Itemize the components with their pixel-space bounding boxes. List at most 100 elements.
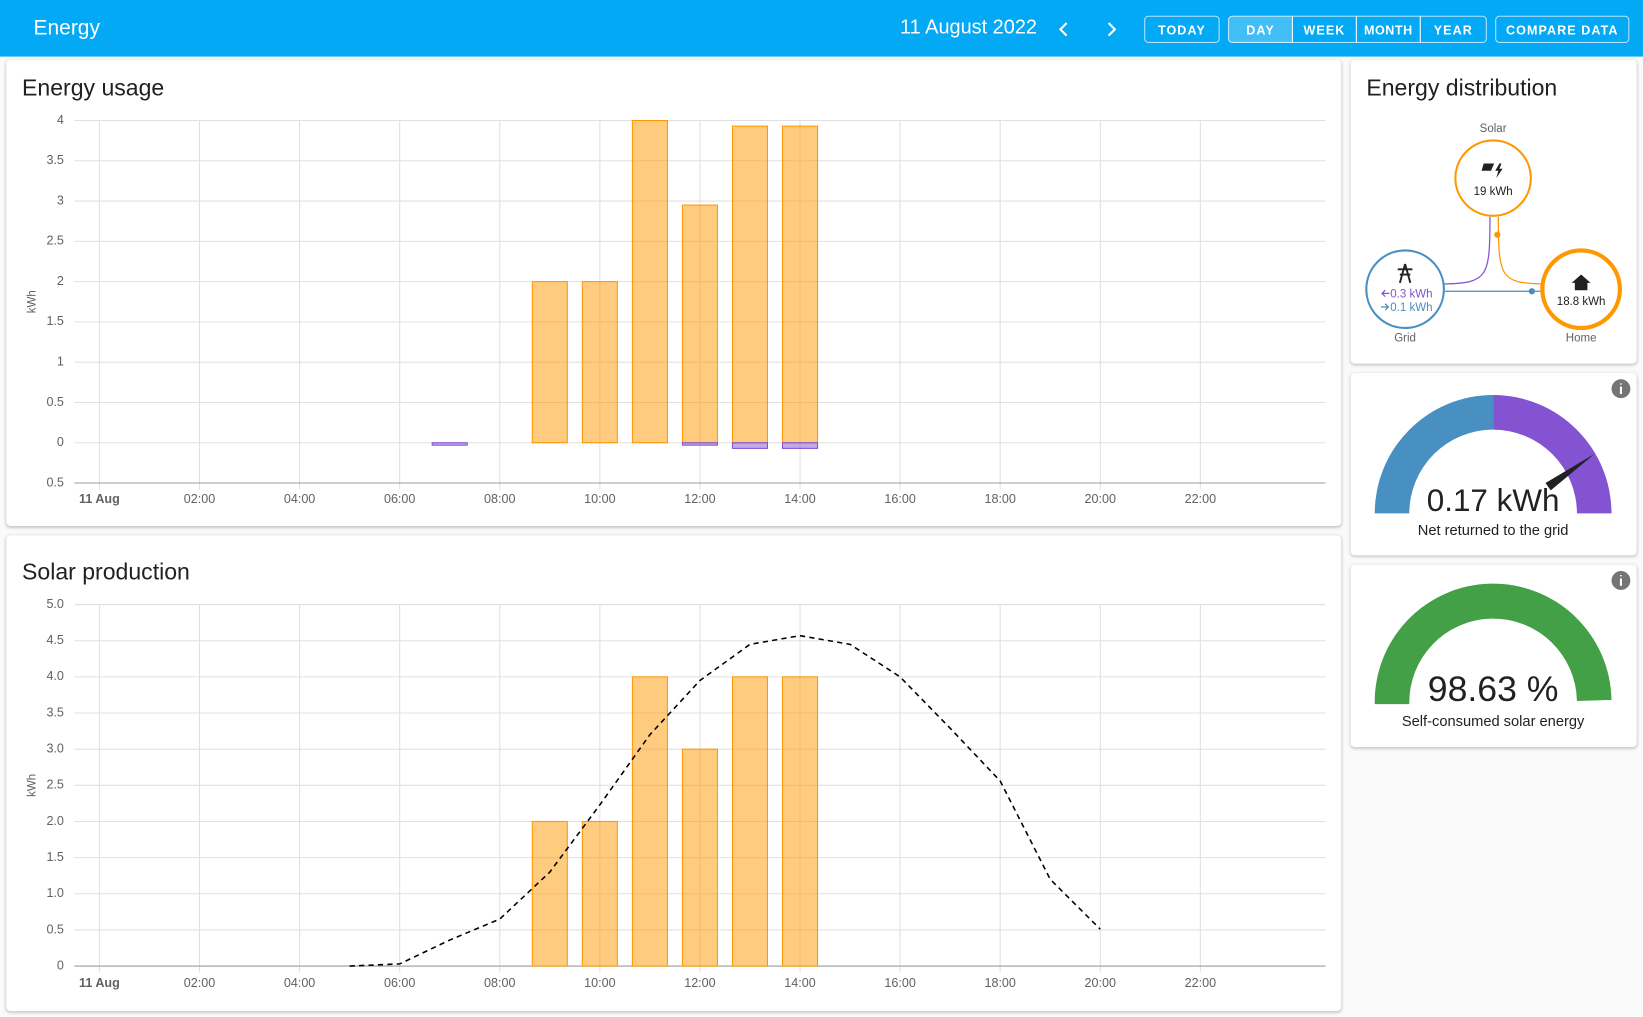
bar xyxy=(731,125,769,444)
bar xyxy=(781,125,819,444)
bar xyxy=(431,442,468,446)
page-title: Energy xyxy=(33,16,100,40)
prev-button[interactable] xyxy=(1058,22,1068,37)
year-button[interactable]: YEAR xyxy=(1419,15,1487,43)
x-tick-label: 12:00 xyxy=(684,976,715,990)
y-tick-label: 1.5 xyxy=(46,850,63,864)
bar xyxy=(631,119,668,444)
x-tick-label: 18:00 xyxy=(984,976,1015,990)
gauge-arc xyxy=(1374,395,1494,514)
line xyxy=(349,634,1101,967)
y-tick-label: 0 xyxy=(57,958,64,972)
gauge-value: 98.63 % xyxy=(1428,669,1559,709)
bar xyxy=(531,281,568,444)
bar xyxy=(781,442,819,449)
gauge-needle xyxy=(1545,453,1595,491)
next-button[interactable] xyxy=(1107,22,1117,37)
node-value: 0.3 kWh xyxy=(1390,288,1432,300)
y-tick-label: 5.0 xyxy=(46,597,63,611)
flow-dot xyxy=(1528,288,1536,295)
x-tick-label: 11 Aug xyxy=(79,492,120,506)
solar-card: Solar production xyxy=(6,535,1342,1012)
solar-node xyxy=(1454,139,1532,217)
x-tick-label: 06:00 xyxy=(384,976,415,990)
y-tick-label: 2.5 xyxy=(46,778,63,792)
node-value: 19 kWh xyxy=(1474,186,1513,198)
y-axis-label: kWh xyxy=(27,774,39,797)
day-button[interactable]: DAY xyxy=(1228,15,1293,43)
y-tick-label: 3 xyxy=(57,193,64,207)
x-tick-label: 08:00 xyxy=(484,492,515,506)
y-tick-label: 0 xyxy=(57,435,64,449)
bar xyxy=(681,442,718,446)
y-tick-label: 1 xyxy=(57,355,64,369)
x-tick-label: 06:00 xyxy=(384,492,415,506)
gauge-label: Net returned to the grid xyxy=(1418,523,1569,539)
today-button[interactable]: TODAY xyxy=(1144,15,1220,43)
toolbar: Energy 11 August 2022 TODAY DAY WEEK MON… xyxy=(0,0,1643,57)
bar xyxy=(681,204,718,444)
x-tick-label: 10:00 xyxy=(584,492,615,506)
usage-card: Energy usage xyxy=(6,59,1342,526)
card-title: Energy distribution xyxy=(1366,74,1558,101)
arrow-icon xyxy=(1381,289,1390,297)
x-tick-label: 08:00 xyxy=(484,976,515,990)
x-tick-label: 22:00 xyxy=(1185,492,1216,506)
bar xyxy=(781,676,819,967)
bar xyxy=(581,281,618,444)
flow-line xyxy=(1443,216,1491,285)
x-tick-label: 04:00 xyxy=(284,492,315,506)
x-tick-label: 14:00 xyxy=(784,976,815,990)
y-tick-label: 3.5 xyxy=(46,705,63,719)
x-tick-label: 10:00 xyxy=(584,976,615,990)
node-value: 18.8 kWh xyxy=(1557,296,1606,308)
y-tick-label: 2.5 xyxy=(46,234,63,248)
y-tick-label: 3.5 xyxy=(46,153,63,167)
flow-dot xyxy=(1494,231,1501,238)
home-icon xyxy=(1571,274,1591,291)
flow-line xyxy=(1497,216,1543,285)
y-tick-label: 1.0 xyxy=(46,886,63,900)
node-value: 0.1 kWh xyxy=(1390,302,1432,314)
bar xyxy=(681,748,718,967)
date-nav[interactable] xyxy=(1053,18,1126,41)
gauge-arc xyxy=(1493,395,1612,514)
gauge-arc xyxy=(1374,583,1612,705)
node-label: Grid xyxy=(1394,332,1416,344)
x-tick-label: 22:00 xyxy=(1185,976,1216,990)
bar xyxy=(581,820,618,967)
x-tick-label: 20:00 xyxy=(1085,976,1116,990)
y-tick-label: 0.5 xyxy=(46,922,63,936)
bar xyxy=(731,676,769,967)
x-tick-label: 18:00 xyxy=(984,492,1015,506)
y-tick-label: 0.5 xyxy=(46,395,63,409)
date-label: 11 August 2022 xyxy=(900,16,1037,39)
bar xyxy=(531,820,568,967)
y-tick-label: 4.5 xyxy=(46,633,63,647)
y-tick-label: 2.0 xyxy=(46,814,63,828)
arrow-icon xyxy=(1381,303,1390,311)
x-tick-label: 20:00 xyxy=(1085,492,1116,506)
x-tick-label: 12:00 xyxy=(684,492,715,506)
compare-button[interactable]: COMPARE DATA xyxy=(1495,15,1630,43)
grid-node xyxy=(1365,249,1445,330)
grid-icon xyxy=(1397,263,1413,284)
x-tick-label: 16:00 xyxy=(884,976,915,990)
y-tick-label: 2 xyxy=(57,274,64,288)
x-tick-label: 16:00 xyxy=(884,492,915,506)
y-tick-label: 4.0 xyxy=(46,669,63,683)
card-title: Solar production xyxy=(22,558,190,585)
gauge-value: 0.17 kWh xyxy=(1427,483,1560,518)
y-tick-label: 0.5 xyxy=(46,475,63,489)
x-tick-label: 04:00 xyxy=(284,976,315,990)
y-tick-label: 4 xyxy=(57,113,64,127)
y-tick-label: 3.0 xyxy=(46,742,63,756)
x-tick-label: 11 Aug xyxy=(79,976,120,990)
y-tick-label: 1.5 xyxy=(46,314,63,328)
node-label: Solar xyxy=(1480,123,1507,135)
gauge-label: Self-consumed solar energy xyxy=(1402,714,1585,730)
bar xyxy=(631,676,668,967)
